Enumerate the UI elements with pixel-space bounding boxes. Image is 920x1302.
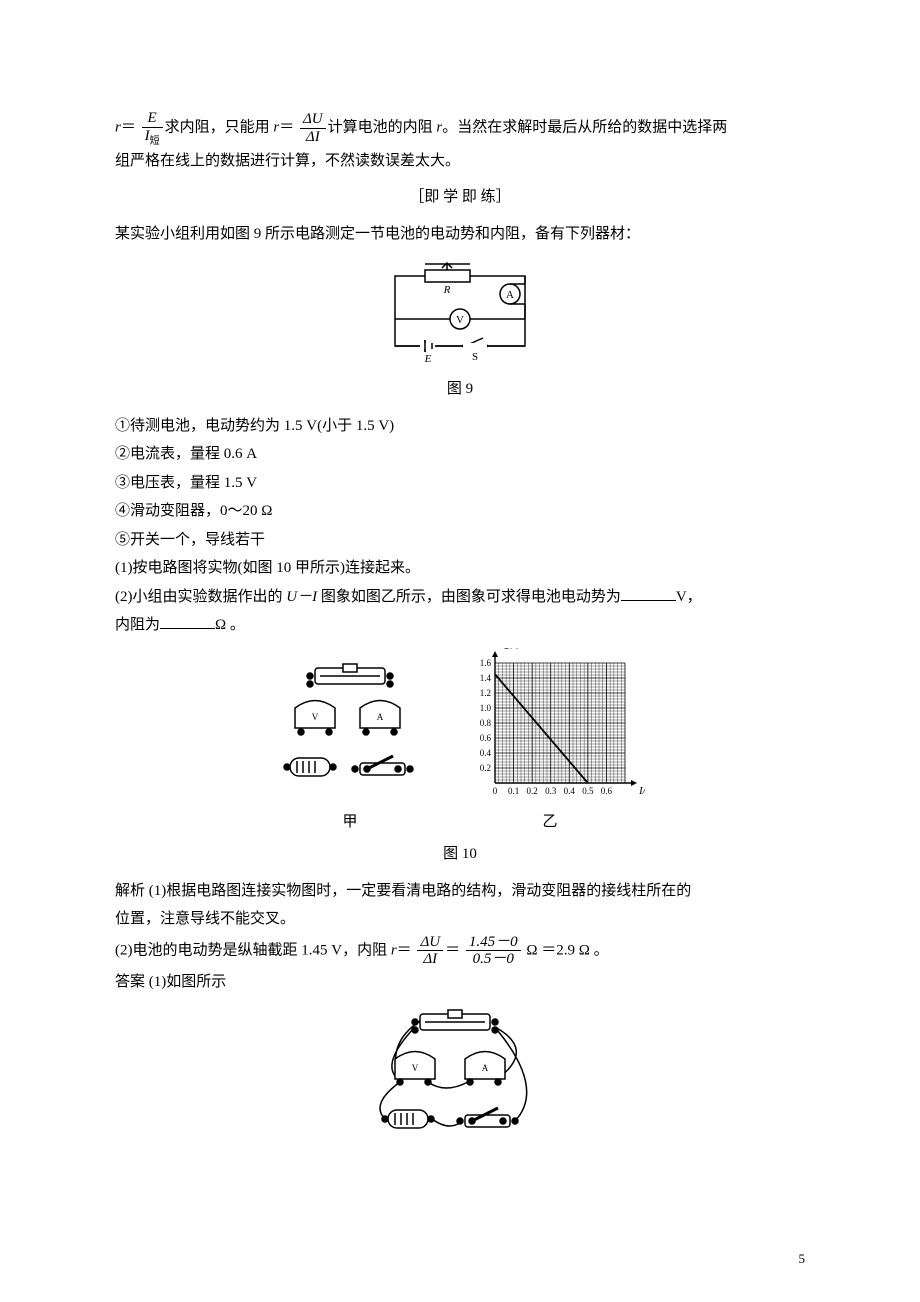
para-formula-1: r＝ E I短 求内阻，只能用 r＝ ΔU ΔI 计算电池的内阻 r。当然在求解… [115, 110, 805, 147]
figure-9: R A V E S 图 9 [115, 256, 805, 404]
ans-label: 答案 [115, 974, 145, 990]
sol2-eq2: ＝ [445, 942, 460, 958]
svg-text:0.6: 0.6 [480, 733, 492, 743]
fraction-sol-1: ΔU ΔI [417, 934, 443, 968]
apparatus-svg: V A [275, 658, 425, 808]
page-number: 5 [799, 1247, 806, 1272]
svg-text:1.6: 1.6 [480, 658, 492, 668]
svg-text:0.4: 0.4 [480, 748, 492, 758]
solution-2: (2)电池的电动势是纵轴截距 1.45 V，内阻 r＝ ΔU ΔI ＝ 1.45… [115, 934, 805, 968]
sol1-a: (1)根据电路图连接实物图时，一定要看清电路的结构，滑动变阻器的接线柱所在的 [145, 883, 691, 899]
sol2-b: Ω ＝2.9 Ω 。 [523, 942, 609, 958]
answer-figure: V A [115, 1004, 805, 1154]
label-A: A [506, 289, 514, 301]
question-2b: 内阻为 Ω 。 [115, 611, 805, 640]
svg-text:0.5: 0.5 [582, 786, 594, 796]
intro-line: 某实验小组利用如图 9 所示电路测定一节电池的电动势和内阻，备有下列器材： [115, 220, 805, 249]
label-V: V [456, 314, 464, 326]
fraction-2: ΔU ΔI [300, 111, 326, 145]
frac-den: 0.5－0 [466, 951, 521, 968]
sol2-eq: ＝ [397, 942, 412, 958]
txt: 求内阻，只能用 [165, 120, 274, 136]
frac-num: 1.45－0 [466, 934, 521, 952]
question-2: (2)小组由实验数据作出的 U－I 图象如图乙所示，由图象可求得电池电动势为 V， [115, 583, 805, 612]
q2-unito: Ω 。 [215, 617, 245, 633]
svg-text:0.8: 0.8 [480, 718, 492, 728]
fraction-sol-2: 1.45－0 0.5－0 [466, 934, 521, 968]
blank-r [160, 613, 215, 629]
fig10-caption: 图 10 [115, 840, 805, 869]
fraction-1: E I短 [142, 110, 163, 147]
question-1: (1)按电路图将实物(如图 10 甲所示)连接起来。 [115, 554, 805, 583]
svg-text:1.4: 1.4 [480, 673, 492, 683]
svg-text:I/A: I/A [638, 785, 645, 797]
q2-a: (2)小组由实验数据作出的 [115, 589, 286, 605]
sol2-a: (2)电池的电动势是纵轴截距 1.45 V，内阻 [115, 942, 391, 958]
answer-apparatus-svg: V A [370, 1004, 550, 1154]
svg-text:0.2: 0.2 [480, 763, 491, 773]
svg-text:0.1: 0.1 [508, 786, 519, 796]
svg-text:0.3: 0.3 [545, 786, 557, 796]
para-formula-2: 组严格在线上的数据进行计算，不然读数误差太大。 [115, 147, 805, 176]
page: r＝ E I短 求内阻，只能用 r＝ ΔU ΔI 计算电池的内阻 r。当然在求解… [0, 0, 920, 1302]
q2-ui: U－I [286, 589, 317, 605]
item-5: ⑤开关一个，导线若干 [115, 526, 805, 555]
txt: 计算电池的内阻 [328, 120, 437, 136]
fig10-left: V A [275, 658, 425, 837]
label-S: S [472, 351, 478, 363]
item-2: ②电流表，量程 0.6 A [115, 440, 805, 469]
sub-caption-right: 乙 [455, 808, 645, 837]
solution-1a: 解析 (1)根据电路图连接实物图时，一定要看清电路的结构，滑动变阻器的接线柱所在… [115, 877, 805, 906]
svg-text:A: A [377, 712, 384, 722]
sol-label: 解析 [115, 883, 145, 899]
svg-text:V: V [412, 1063, 419, 1073]
svg-text:0: 0 [493, 786, 498, 796]
svg-text:1.2: 1.2 [480, 688, 491, 698]
ans-text: (1)如图所示 [145, 974, 226, 990]
svg-text:0.6: 0.6 [601, 786, 613, 796]
item-4: ④滑动变阻器，0～20 Ω [115, 497, 805, 526]
svg-text:A: A [482, 1063, 489, 1073]
item-1: ①待测电池，电动势约为 1.5 V(小于 1.5 V) [115, 412, 805, 441]
sub-caption-left: 甲 [275, 808, 425, 837]
fig9-caption: 图 9 [115, 375, 805, 404]
figure-10: V A [115, 648, 805, 869]
answer-line: 答案 (1)如图所示 [115, 968, 805, 997]
txt: ＝ [279, 120, 294, 136]
svg-text:0.4: 0.4 [564, 786, 576, 796]
circuit-diagram-svg: R A V E S [370, 256, 550, 371]
svg-text:U/V: U/V [503, 648, 522, 652]
txt: ＝ [121, 120, 136, 136]
label-E: E [424, 353, 432, 365]
svg-text:V: V [312, 712, 319, 722]
frac-num: E [148, 110, 157, 126]
svg-text:0.2: 0.2 [527, 786, 538, 796]
blank-emf [621, 585, 676, 601]
txt: 。当然在求解时最后从所给的数据中选择两 [442, 120, 727, 136]
item-3: ③电压表，量程 1.5 V [115, 469, 805, 498]
fig10-right: 0.2 0.4 0.6 0.8 1.0 1.2 1.4 1.6 0 0.1 0.2 0.3 0.4 0.5… [455, 648, 645, 837]
q2-c: 内阻为 [115, 617, 160, 633]
label-R: R [443, 284, 451, 296]
svg-text:1.0: 1.0 [480, 703, 492, 713]
solution-1b: 位置，注意导线不能交叉。 [115, 905, 805, 934]
q2-b: 图象如图乙所示，由图象可求得电池电动势为 [317, 589, 621, 605]
ui-graph-svg: 0.2 0.4 0.6 0.8 1.0 1.2 1.4 1.6 0 0.1 0.2 0.3 0.4 0.5… [455, 648, 645, 808]
section-heading: ［即 学 即 练］ [115, 183, 805, 212]
q2-unitv: V， [676, 589, 702, 605]
